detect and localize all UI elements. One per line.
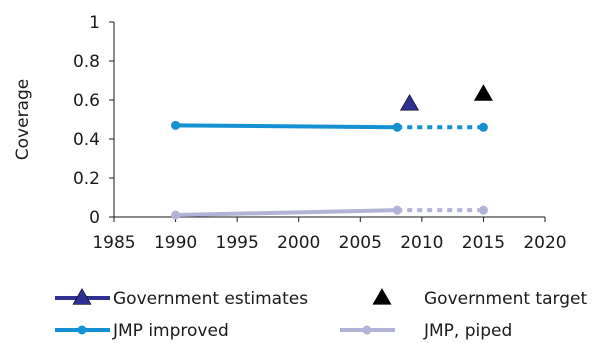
x-tick-label: 1990 (154, 233, 197, 253)
legend-item: Government estimates (55, 288, 308, 309)
legend-label: Government estimates (113, 289, 308, 309)
axes: 0 0.2 0.4 0.6 0.8 1 1985 1990 1995 2000 2005 2010 20… (13, 13, 567, 253)
data-point-government-estimates (400, 93, 420, 111)
legend-swatch-marker (372, 288, 392, 305)
x-tick-label: 2005 (339, 233, 382, 253)
legend-item: JMP, piped (340, 321, 512, 341)
x-tick-label: 1995 (216, 233, 259, 253)
legend-swatch-marker (72, 288, 92, 305)
legend-label: JMP improved (112, 321, 229, 341)
x-tick-label: 2000 (277, 233, 320, 253)
data-point-jmp-piped (392, 205, 402, 215)
y-tick-label: 0.8 (73, 52, 100, 72)
series-line-jmp-piped (173, 208, 400, 218)
y-tick-label: 0.6 (73, 91, 100, 111)
data-point-jmp-improved (478, 122, 488, 132)
legend-swatch-marker (362, 325, 372, 335)
data-point-jmp-piped (171, 210, 181, 220)
series-line-jmp-improved (173, 123, 400, 130)
data-point-jmp-improved (171, 120, 181, 130)
x-tick-label: 2015 (462, 233, 505, 253)
legend: Government estimates Government target JMP… (55, 288, 587, 341)
legend-item: Government target (372, 288, 587, 309)
x-tick-label: 1985 (92, 233, 135, 253)
legend-item: JMP improved (55, 321, 229, 341)
y-axis-title: Coverage (13, 79, 33, 160)
data-point-jmp-piped (478, 205, 488, 215)
y-tick-label: 0.2 (73, 169, 100, 189)
y-tick-label: 0 (89, 208, 100, 228)
legend-swatch-marker (77, 325, 87, 335)
data-point-jmp-improved (392, 122, 402, 132)
y-tick-label: 0.4 (73, 130, 100, 150)
legend-label: Government target (424, 289, 587, 309)
y-tick-label: 1 (89, 13, 100, 33)
plot-area (171, 84, 493, 220)
x-tick-label: 2020 (523, 233, 566, 253)
x-tick-label: 2010 (400, 233, 443, 253)
data-point-government-target (473, 84, 493, 101)
legend-label: JMP, piped (423, 321, 512, 341)
